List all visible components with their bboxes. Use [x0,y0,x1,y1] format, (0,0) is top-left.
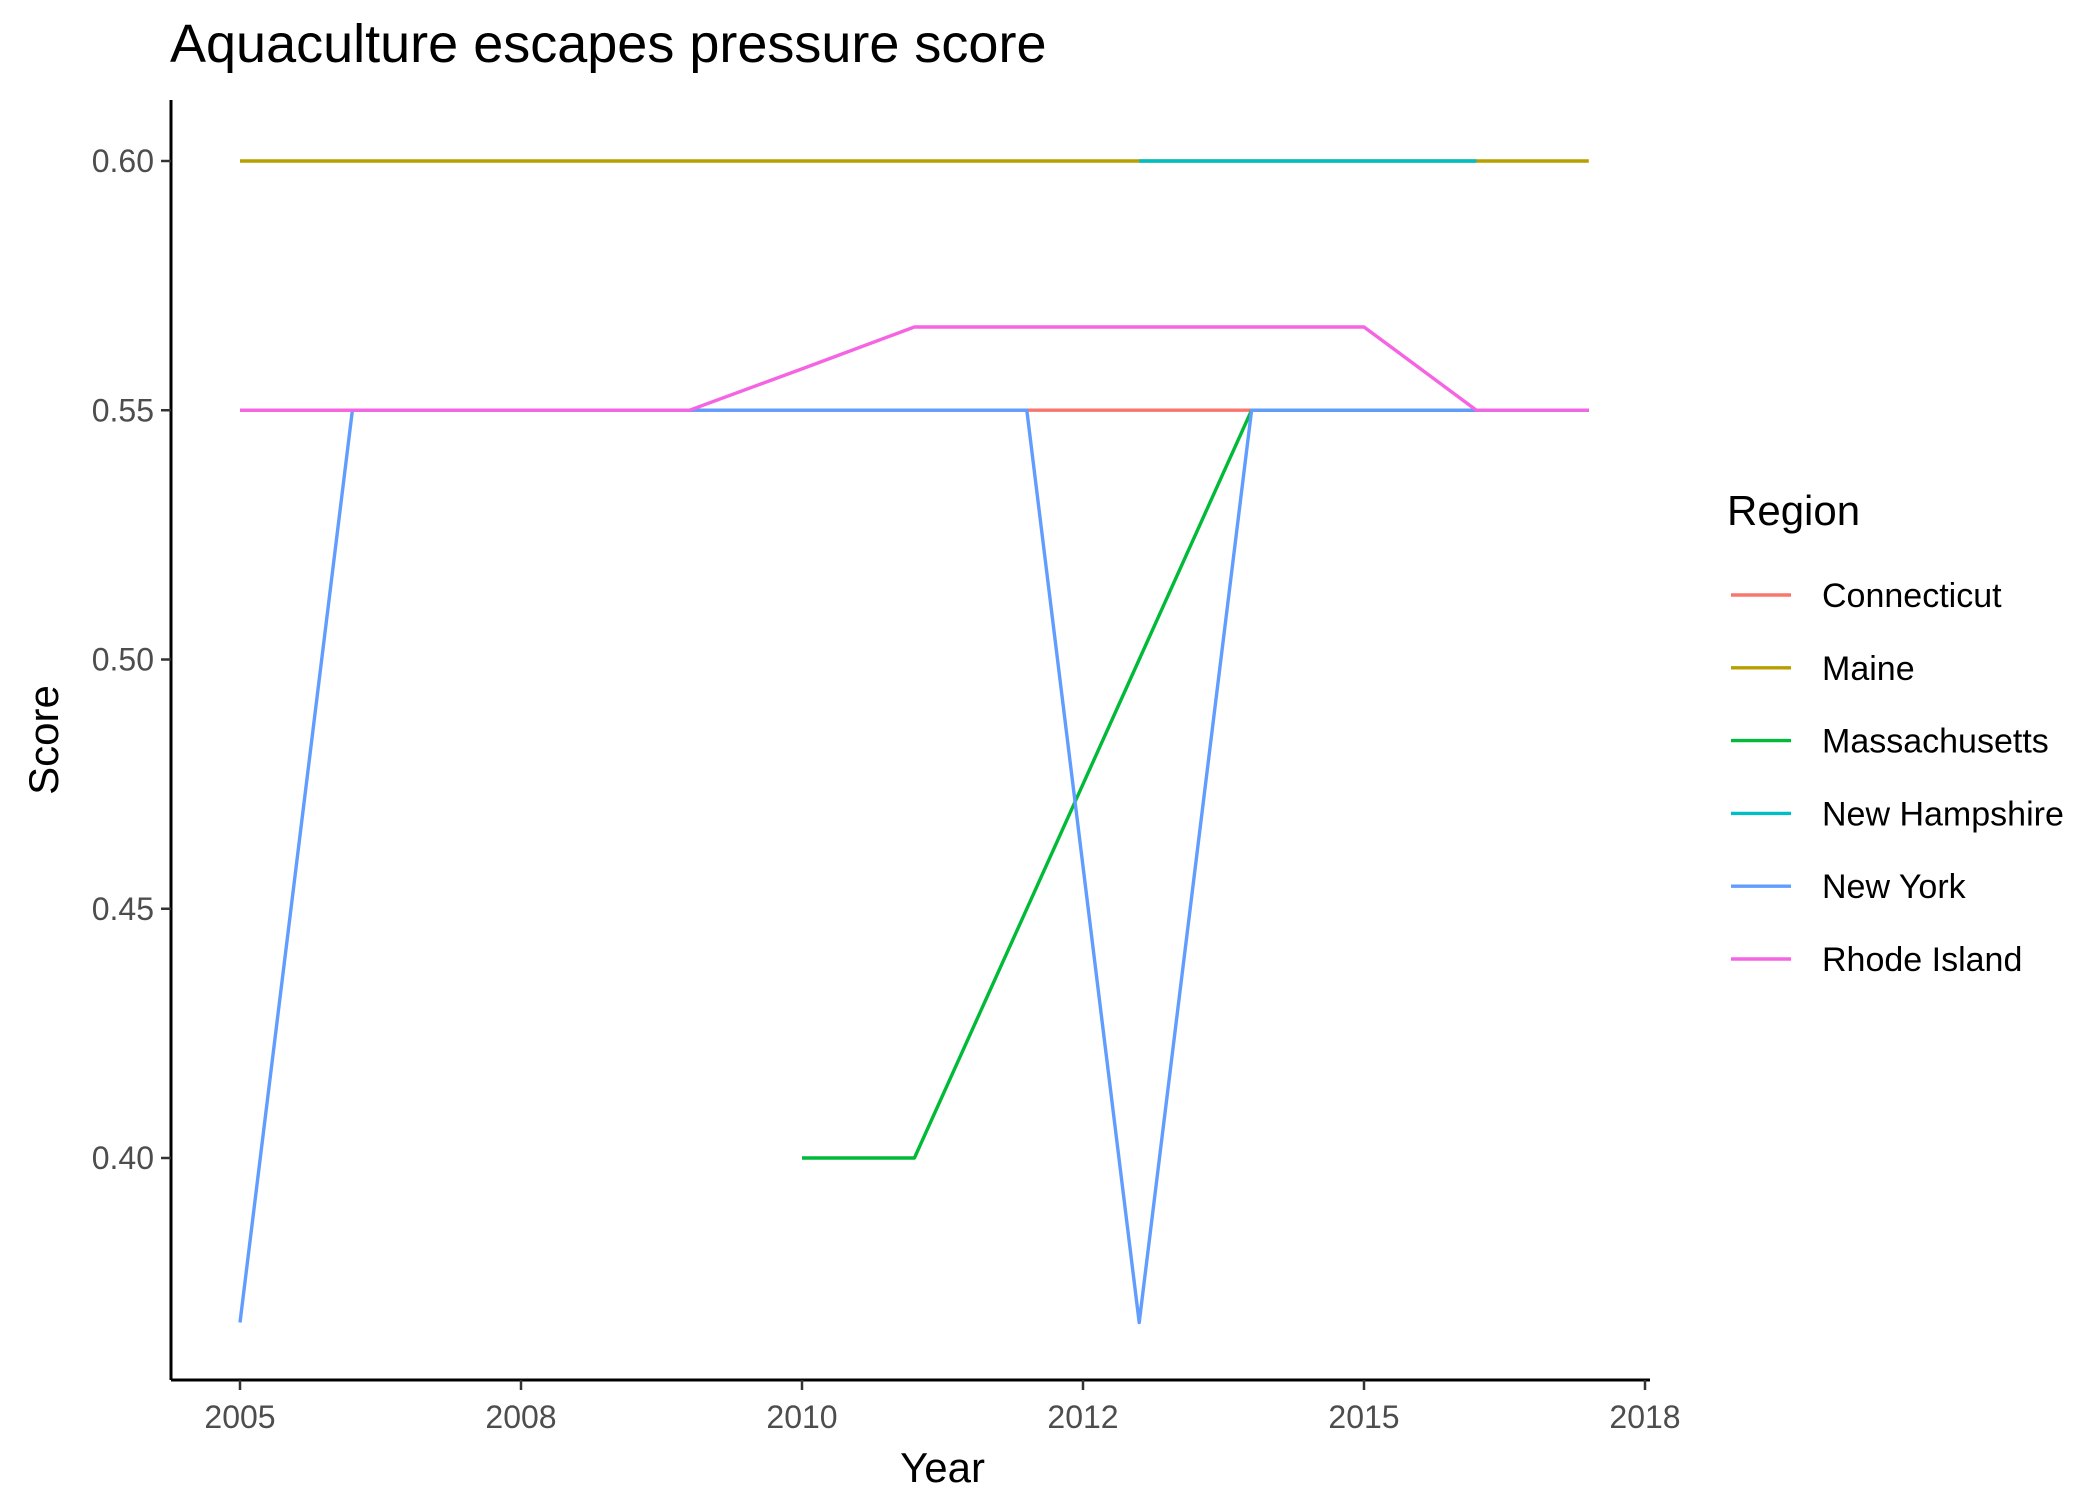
y-tick-label: 0.60 [92,143,154,179]
chart-title: Aquaculture escapes pressure score [170,14,1046,74]
y-axis-title: Score [20,685,67,795]
x-tick-label: 2012 [1047,1399,1118,1435]
y-tick-label: 0.40 [92,1140,154,1176]
y-tick-label: 0.50 [92,642,154,678]
legend-label: Massachusetts [1822,723,2049,761]
y-tick-label: 0.55 [92,392,154,428]
x-tick-label: 2015 [1328,1399,1399,1435]
legend-item: Rhode Island [1731,941,2022,979]
legend-item: Connecticut [1731,577,2002,615]
legend-item: Massachusetts [1731,723,2049,761]
legend-label: Maine [1822,650,1915,688]
y-tick-label: 0.45 [92,891,154,927]
legend-label: Rhode Island [1822,941,2022,979]
legend-title: Region [1727,487,1860,534]
x-tick-label: 2008 [485,1399,556,1435]
legend-label: Connecticut [1822,577,2002,615]
legend-item: Maine [1731,650,1915,688]
series-line-rhode-island [240,325,1589,412]
x-tick-label: 2010 [766,1399,837,1435]
series-line-new-york [238,408,1589,1325]
series-line-massachusetts [802,408,1589,1160]
legend: Region Connecticut Maine Massachusetts New H… [1727,487,2064,979]
legend-label: New Hampshire [1822,795,2064,833]
legend-item: New Hampshire [1731,795,2064,833]
axes: 2005 2008 2010 2012 2015 2018 0.40 0.45 0.50 0.55… [20,100,1681,1491]
legend-label: New York [1822,868,1967,906]
plot-area [238,159,1589,1325]
x-tick-label: 2018 [1609,1399,1680,1435]
legend-item: New York [1731,868,1967,906]
x-tick-label: 2005 [204,1399,275,1435]
x-axis-title: Year [900,1444,985,1491]
